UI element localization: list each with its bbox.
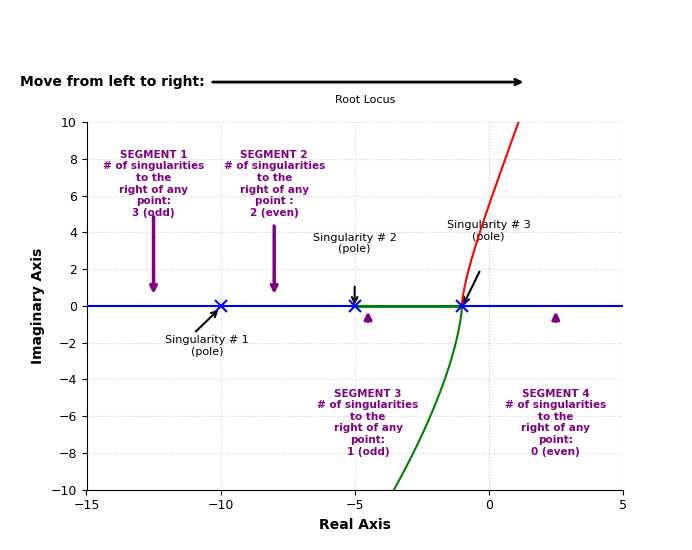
Text: Singularity # 2
(pole): Singularity # 2 (pole) bbox=[313, 233, 397, 255]
Text: Move from left to right:: Move from left to right: bbox=[20, 75, 205, 89]
Text: Singularity # 1
(pole): Singularity # 1 (pole) bbox=[165, 336, 249, 357]
Text: SEGMENT 2
# of singularities
to the
right of any
point :
2 (even): SEGMENT 2 # of singularities to the righ… bbox=[224, 150, 325, 218]
Text: Root Locus: Root Locus bbox=[335, 96, 396, 106]
Text: Singularity # 3
(pole): Singularity # 3 (pole) bbox=[447, 220, 531, 241]
Text: SEGMENT 3
# of singularities
to the
right of any
point:
1 (odd): SEGMENT 3 # of singularities to the righ… bbox=[318, 388, 419, 456]
X-axis label: Real Axis: Real Axis bbox=[319, 518, 390, 532]
Text: SEGMENT 4
# of singularities
to the
right of any
point:
0 (even): SEGMENT 4 # of singularities to the righ… bbox=[505, 388, 606, 456]
Y-axis label: Imaginary Axis: Imaginary Axis bbox=[31, 248, 45, 364]
Text: SEGMENT 1
# of singularities
to the
right of any
point:
3 (odd): SEGMENT 1 # of singularities to the righ… bbox=[103, 150, 204, 218]
